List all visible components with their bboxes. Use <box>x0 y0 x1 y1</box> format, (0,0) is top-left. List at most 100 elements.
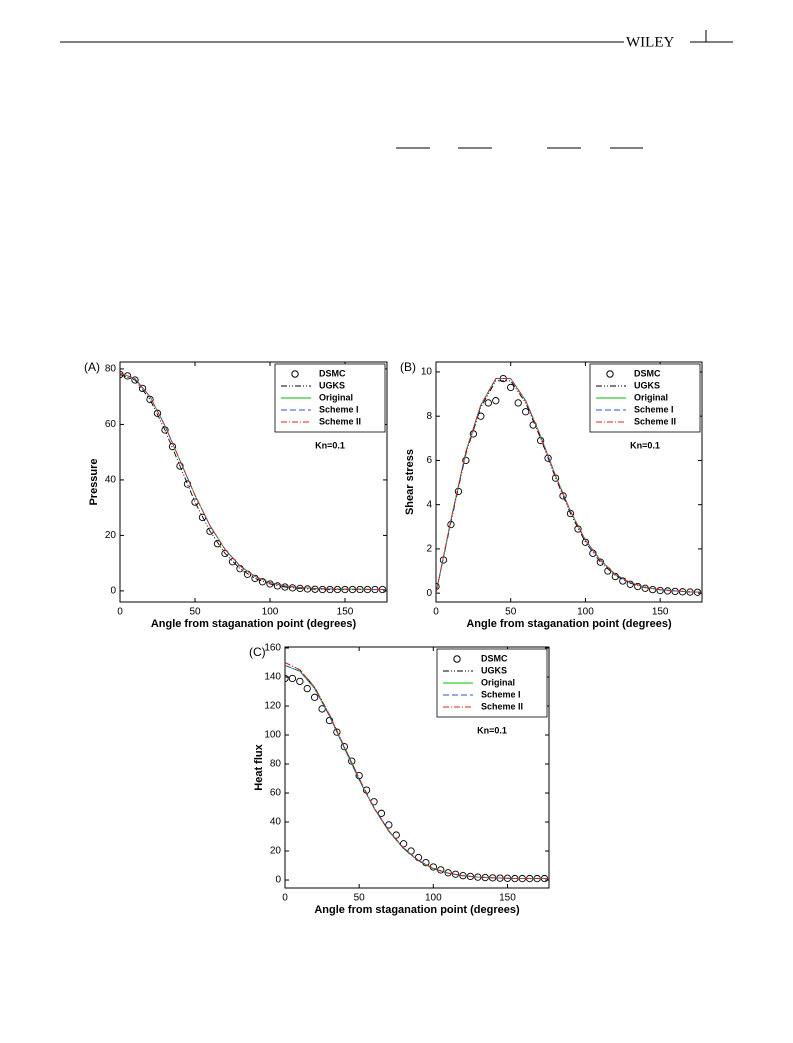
data-point <box>656 586 664 595</box>
data-point <box>251 574 259 583</box>
legend-label: DSMC <box>481 653 508 663</box>
data-point <box>574 525 582 533</box>
legend-label: Scheme II <box>481 701 523 711</box>
y-tick-label: 6 <box>426 455 432 466</box>
plot-area <box>436 374 702 596</box>
y-tick-label: 100 <box>264 730 281 741</box>
legend-label: Original <box>319 392 353 402</box>
panel-label: (C) <box>249 645 266 659</box>
data-point <box>138 384 147 393</box>
y-tick-label: 0 <box>426 588 432 599</box>
legend-label: Scheme II <box>634 416 676 426</box>
data-point <box>436 582 440 591</box>
y-axis-label: Shear stress <box>404 449 416 515</box>
y-tick-label: 80 <box>270 759 282 770</box>
y-tick-label: 40 <box>270 817 282 828</box>
x-tick-label: 150 <box>337 607 354 618</box>
data-point <box>604 567 612 575</box>
x-tick-label: 150 <box>652 607 669 618</box>
y-tick-label: 0 <box>275 875 281 886</box>
data-point <box>333 728 341 736</box>
panel-label: (B) <box>400 360 416 374</box>
data-point <box>303 684 311 693</box>
data-point <box>454 487 463 496</box>
data-point <box>153 409 162 417</box>
legend-label: UGKS <box>481 665 507 675</box>
series-line <box>436 378 702 594</box>
data-point <box>236 565 244 573</box>
data-point <box>131 376 139 384</box>
data-point <box>386 587 387 592</box>
annotation: Kn=0.1 <box>630 440 660 450</box>
x-tick-label: 100 <box>425 893 442 904</box>
data-point <box>288 674 297 683</box>
plot-frame <box>119 361 388 603</box>
legend-label: DSMC <box>634 368 661 378</box>
data-point <box>581 538 590 546</box>
plot-area <box>285 662 549 883</box>
y-tick-label: 40 <box>105 475 117 486</box>
data-point <box>469 430 478 438</box>
y-tick-label: 2 <box>426 544 432 555</box>
x-tick-label: 0 <box>433 607 439 618</box>
legend-label: Original <box>634 392 668 402</box>
data-point <box>492 397 500 405</box>
series-line <box>120 372 387 590</box>
data-point <box>285 674 289 683</box>
y-tick-label: 10 <box>421 367 433 378</box>
data-point <box>340 742 348 751</box>
legend-marker <box>291 370 299 378</box>
x-tick-label: 100 <box>262 607 279 618</box>
data-point <box>273 582 282 590</box>
data-point <box>414 853 423 862</box>
plot-frame <box>435 361 703 603</box>
series-line <box>285 662 549 880</box>
data-point <box>311 693 319 701</box>
data-point <box>663 587 672 595</box>
plot-area <box>120 370 387 594</box>
x-axis-label: Angle from staganation point (degrees) <box>314 904 520 916</box>
publisher: WILEY <box>626 34 674 50</box>
legend-label: Scheme I <box>319 404 359 414</box>
data-point <box>213 540 222 548</box>
x-tick-label: 150 <box>499 893 516 904</box>
y-tick-label: 140 <box>264 672 281 683</box>
y-tick-label: 4 <box>426 499 432 510</box>
data-point <box>183 480 192 488</box>
data-point <box>176 462 184 470</box>
legend-label: Scheme I <box>634 404 674 414</box>
annotation: Kn=0.1 <box>315 440 345 450</box>
legend-label: Original <box>481 677 515 687</box>
data-point <box>462 456 470 465</box>
y-tick-label: 0 <box>110 586 116 597</box>
legend-label: Scheme II <box>319 416 361 426</box>
x-axis-label: Angle from staganation point (degrees) <box>151 618 357 630</box>
y-tick-label: 80 <box>105 364 117 375</box>
series-line <box>436 378 702 594</box>
data-point <box>701 590 702 595</box>
data-point <box>444 869 452 877</box>
y-tick-label: 20 <box>270 846 282 857</box>
x-tick-label: 50 <box>505 607 517 618</box>
y-tick-label: 120 <box>264 701 281 712</box>
series-line <box>120 374 387 590</box>
data-point <box>288 584 297 592</box>
legend-label: UGKS <box>634 380 660 390</box>
data-point <box>634 582 642 591</box>
plot-frame <box>284 646 550 889</box>
legend-marker <box>453 655 461 663</box>
x-tick-label: 0 <box>117 607 123 618</box>
y-tick-label: 20 <box>105 530 117 541</box>
y-tick-label: 8 <box>426 411 432 422</box>
data-point <box>619 577 627 585</box>
data-point <box>296 677 304 686</box>
x-tick-label: 100 <box>577 607 594 618</box>
y-axis-label: Heat flux <box>253 743 265 790</box>
legend-label: DSMC <box>319 368 346 378</box>
legend-label: UGKS <box>319 380 345 390</box>
legend-label: Scheme I <box>481 689 521 699</box>
legend-marker <box>606 370 614 378</box>
data-point <box>266 580 274 588</box>
